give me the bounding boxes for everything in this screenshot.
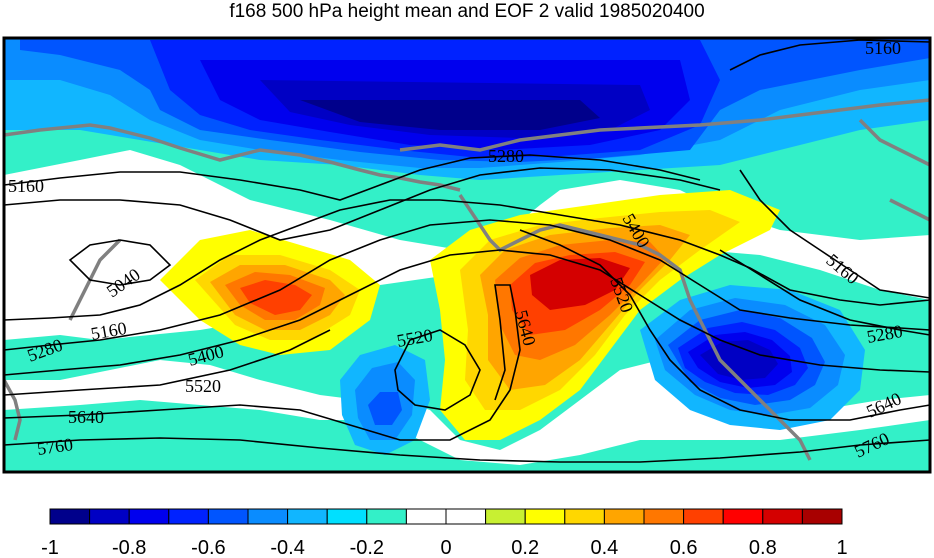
colorbar-swatch bbox=[168, 508, 209, 525]
contour-5520-ring bbox=[394, 329, 481, 411]
contour-5160-top bbox=[729, 39, 930, 71]
contour-label-5520-center-left: 5520 bbox=[185, 376, 221, 396]
colorbar-tick-labels: -1 -0.8 -0.6 -0.4 -0.2 0 0.2 0.4 0.6 0.8 1 bbox=[41, 537, 847, 558]
colorbar-swatch bbox=[762, 508, 803, 525]
contour-label-5760-left: 5760 bbox=[36, 434, 74, 459]
colorbar-swatch bbox=[445, 508, 487, 525]
contour-label-5160-left: 5160 bbox=[8, 176, 44, 196]
colorbar-swatch bbox=[405, 508, 447, 525]
contour-5280-upper bbox=[4, 167, 721, 241]
colorbar-tick-label: -0.2 bbox=[350, 537, 384, 558]
coastlines bbox=[4, 98, 930, 461]
colorbar-swatch bbox=[89, 508, 130, 525]
colorbar-swatch bbox=[564, 508, 605, 525]
colorbar-tick-label: 0.8 bbox=[749, 537, 777, 558]
coastline-northeast bbox=[858, 118, 930, 167]
colorbar-swatch bbox=[49, 508, 91, 525]
height-contours bbox=[4, 39, 930, 463]
southwest-negative-dark bbox=[368, 392, 402, 425]
southeast-negative-core bbox=[700, 340, 778, 380]
contour-5640 bbox=[4, 284, 521, 441]
colorbar-tick-label: 0.6 bbox=[670, 537, 698, 558]
contour-5280-low bbox=[4, 219, 930, 351]
colorbar-tick-label: 0 bbox=[440, 537, 451, 558]
colorbar-swatch bbox=[683, 508, 724, 525]
colorbar-tick-label: 0.2 bbox=[511, 537, 539, 558]
colorbar-swatch bbox=[485, 508, 526, 525]
contour-label-5160-top: 5160 bbox=[865, 38, 901, 58]
colorbar-tick-label: -0.6 bbox=[191, 537, 225, 558]
shaded-field: 5160 5160 5280 5040 5160 5280 5400 5520 … bbox=[4, 38, 930, 472]
colorbar-tick-label: -1 bbox=[41, 537, 59, 558]
contour-5400 bbox=[4, 249, 930, 376]
coastline-arctic bbox=[399, 98, 930, 152]
colorbar-swatch bbox=[643, 508, 685, 525]
map-frame bbox=[2, 36, 932, 474]
contour-5520-right bbox=[519, 229, 930, 421]
colorbar-swatch bbox=[722, 508, 764, 525]
contour-5280-right bbox=[719, 249, 930, 336]
colorbar-swatch bbox=[207, 508, 249, 525]
colorbar-swatch bbox=[524, 508, 566, 525]
coastline-east bbox=[889, 198, 930, 222]
contour-5040 bbox=[68, 239, 172, 286]
contour-5160-right bbox=[739, 169, 930, 299]
colorbar-swatch bbox=[128, 508, 170, 525]
contour-5160-left bbox=[4, 154, 701, 201]
colorbar-tick-label: -0.8 bbox=[112, 537, 146, 558]
colorbar-swatch bbox=[326, 508, 368, 525]
coastline-west-coast bbox=[458, 194, 812, 461]
west-positive-red bbox=[240, 280, 312, 315]
colorbar-swatch bbox=[287, 508, 328, 525]
contour-5520-left bbox=[4, 329, 331, 396]
colorbar-swatch bbox=[366, 508, 407, 525]
contour-label-5640-left: 5640 bbox=[68, 407, 104, 427]
colorbar-swatch bbox=[801, 508, 843, 525]
colorbar bbox=[49, 508, 843, 525]
contour-5760 bbox=[4, 437, 930, 463]
north-negative-core4 bbox=[300, 100, 600, 130]
contour-5160-mid bbox=[4, 199, 930, 321]
contour-label-5280-upper: 5280 bbox=[488, 146, 524, 166]
coastline-alaska bbox=[4, 123, 461, 192]
coastline-west-islands bbox=[4, 379, 22, 441]
colorbar-tick-label: 0.4 bbox=[590, 537, 618, 558]
colorbar-tick-label: -0.4 bbox=[270, 537, 304, 558]
colorbar-tick-label: 1 bbox=[836, 537, 847, 558]
colorbar-swatch bbox=[247, 508, 289, 525]
map-title: f168 500 hPa height mean and EOF 2 valid… bbox=[229, 1, 705, 22]
colorbar-swatch bbox=[603, 508, 645, 525]
